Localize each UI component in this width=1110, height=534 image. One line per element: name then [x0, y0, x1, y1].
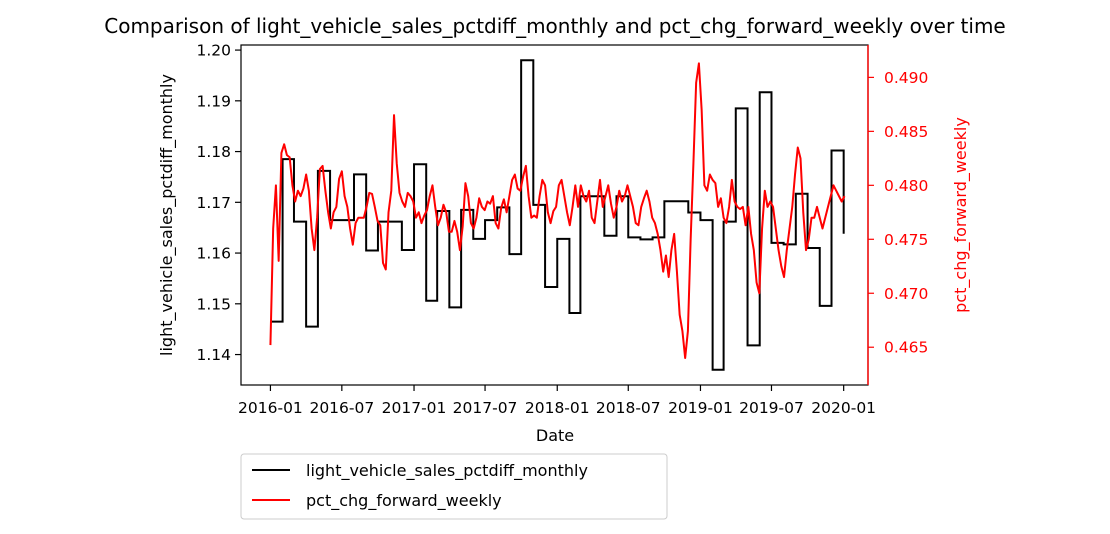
y-right-tick-label: 0.475 — [884, 231, 928, 249]
y-right-tick-label: 0.480 — [884, 177, 928, 195]
x-tick-label: 2017-01 — [382, 399, 447, 417]
legend-label-right-series: pct_chg_forward_weekly — [306, 491, 502, 511]
x-tick-label: 2020-01 — [811, 399, 876, 417]
y-axis-left: 1.14 1.15 1.16 1.17 1.18 1.19 1.20 — [196, 42, 241, 364]
y-left-tick-label: 1.15 — [196, 295, 231, 313]
chart-title: Comparison of light_vehicle_sales_pctdif… — [104, 14, 1005, 38]
x-tick-label: 2018-07 — [596, 399, 661, 417]
x-tick-label: 2018-01 — [525, 399, 590, 417]
y-axis-left-label: light_vehicle_sales_pctdiff_monthly — [157, 74, 177, 356]
y-right-tick-label: 0.490 — [884, 69, 928, 87]
x-tick-label: 2019-07 — [739, 399, 804, 417]
series-line-light-vehicle-sales — [270, 59, 845, 371]
x-axis: 2016-01 2016-07 2017-01 2017-07 2018-01 2018-… — [238, 385, 876, 417]
y-right-tick-label: 0.465 — [884, 339, 928, 357]
legend: light_vehicle_sales_pctdiff_monthly pct_… — [240, 453, 668, 520]
y-left-tick-label: 1.19 — [196, 92, 231, 110]
y-left-tick-label: 1.14 — [196, 346, 231, 364]
x-axis-label: Date — [536, 426, 574, 445]
y-left-tick-label: 1.20 — [196, 42, 231, 60]
y-left-tick-label: 1.16 — [196, 245, 231, 263]
y-axis-right: 0.465 0.470 0.475 0.480 0.485 0.490 — [867, 45, 928, 385]
y-axis-right-label: pct_chg_forward_weekly — [951, 117, 971, 313]
y-left-tick-label: 1.18 — [196, 143, 231, 161]
x-tick-label: 2016-01 — [238, 399, 303, 417]
y-left-tick-label: 1.17 — [196, 194, 231, 212]
legend-box — [240, 453, 668, 520]
x-tick-label: 2019-01 — [668, 399, 733, 417]
x-tick-label: 2016-07 — [309, 399, 374, 417]
y-right-tick-label: 0.470 — [884, 285, 928, 303]
x-tick-label: 2017-07 — [453, 399, 518, 417]
legend-label-left-series: light_vehicle_sales_pctdiff_monthly — [306, 461, 588, 481]
y-right-tick-label: 0.485 — [884, 123, 928, 141]
plot-series — [269, 59, 846, 371]
series-line-pct-chg-forward — [269, 62, 846, 360]
